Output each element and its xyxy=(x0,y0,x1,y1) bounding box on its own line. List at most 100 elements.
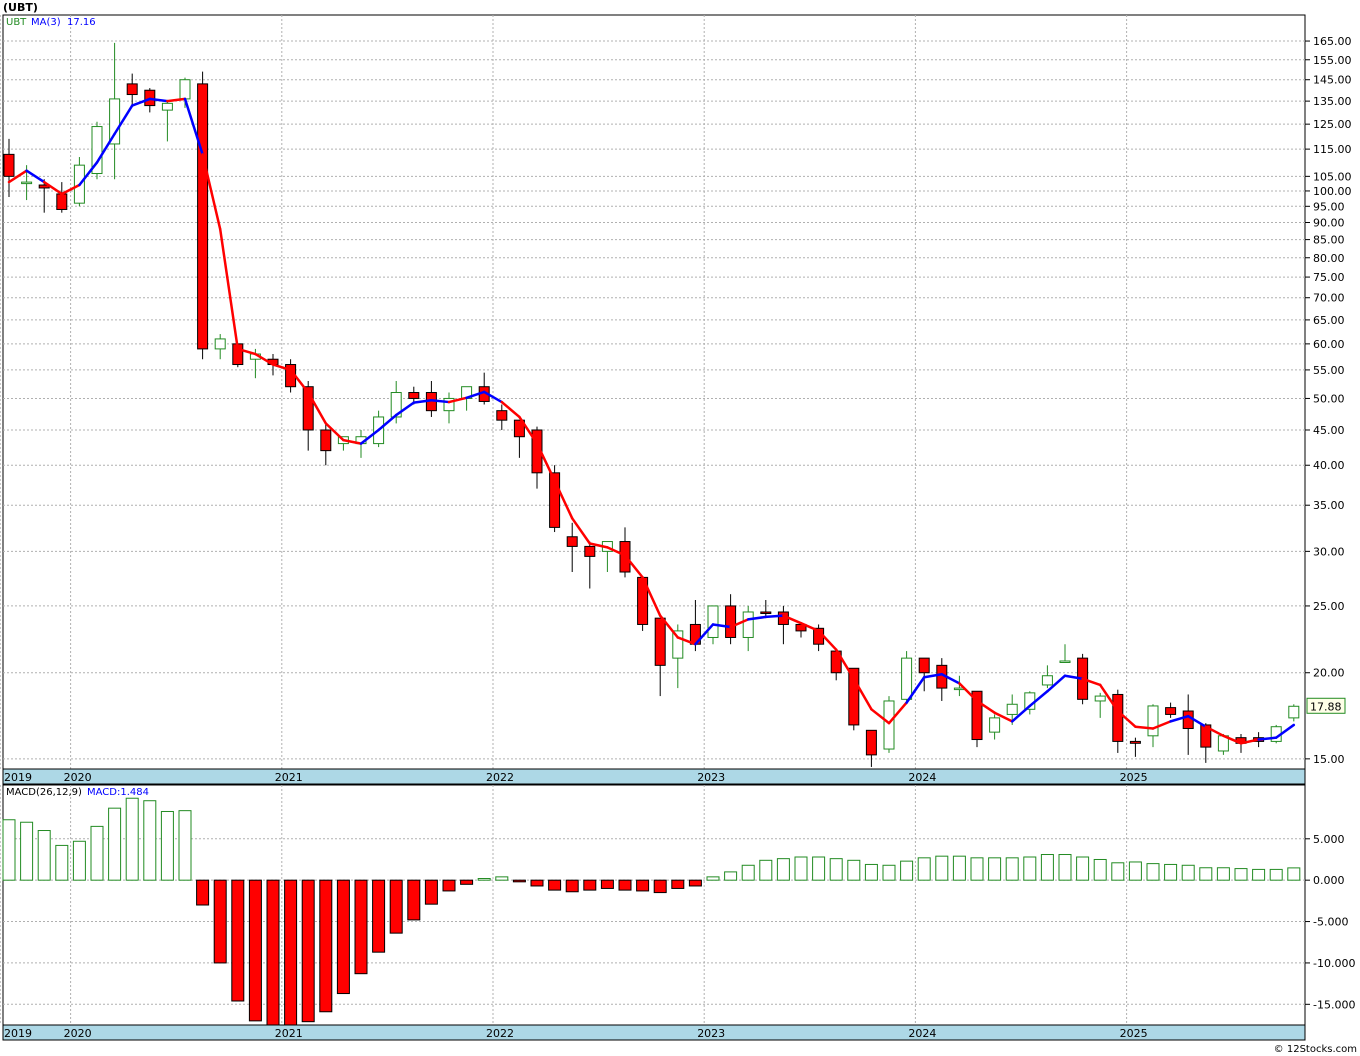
macd-bar-negative xyxy=(301,879,315,1023)
macd-y-axis: 5.000 0.000 -5.000 -10.000 -15.000 xyxy=(1305,833,1355,1011)
macd-bar-positive xyxy=(160,810,174,881)
candle-body-down xyxy=(408,392,420,399)
candle xyxy=(1129,737,1141,757)
candle-body-up xyxy=(1059,660,1071,663)
candle-body-down xyxy=(865,729,877,756)
moving-average-segment xyxy=(95,132,116,164)
candle xyxy=(1200,723,1212,763)
year-label: 2023 xyxy=(697,771,725,784)
price-plot-frame xyxy=(2,14,1306,770)
moving-average-segment xyxy=(430,398,451,404)
macd-bar-positive xyxy=(812,856,826,881)
macd-bar-negative xyxy=(530,879,544,887)
year-label: 2023 xyxy=(697,1027,725,1040)
candle-body-up xyxy=(91,126,103,175)
price-tick-label: 30.00 xyxy=(1313,545,1345,558)
candle xyxy=(320,423,332,466)
macd-bar-negative xyxy=(284,879,298,1026)
macd-tick-label: -5.000 xyxy=(1313,916,1348,929)
candle-body-up xyxy=(21,181,33,185)
candle-body-up xyxy=(742,611,754,638)
candle-body-down xyxy=(971,690,983,741)
moving-average-segment xyxy=(1239,738,1260,745)
macd-bar-negative xyxy=(565,879,579,893)
macd-bar-positive xyxy=(794,856,808,881)
chart-title: (UBT) xyxy=(3,1,38,14)
price-tick-label: 35.00 xyxy=(1313,499,1345,512)
candle-body-down xyxy=(496,410,508,421)
candle-body-up xyxy=(443,397,455,412)
candle-body-down xyxy=(513,419,525,438)
candle xyxy=(1112,689,1124,753)
year-label: 2024 xyxy=(908,771,936,784)
moving-average-segment xyxy=(394,401,416,417)
macd-bar-positive xyxy=(706,876,720,881)
macd-bar-negative xyxy=(389,879,403,934)
macd-bar-positive xyxy=(1023,856,1037,881)
macd-bar-positive xyxy=(988,857,1002,881)
price-y-axis: 165.00 155.00 145.00 135.00 125.00 115.00 105.… xyxy=(1305,35,1352,766)
macd-bar-positive xyxy=(900,860,914,881)
macd-bar-negative xyxy=(248,879,262,1022)
price-tick-label: 55.00 xyxy=(1313,364,1345,377)
moving-average-segment xyxy=(218,227,240,351)
date-labels-bottom: 2019 2020 2021 2022 2023 2024 2025 xyxy=(4,1027,1148,1040)
moving-average-segment xyxy=(1222,734,1243,745)
macd-bar-positive xyxy=(1199,867,1213,881)
macd-bar-negative xyxy=(407,879,421,921)
candle-body-down xyxy=(3,153,15,177)
candle xyxy=(1041,665,1053,689)
macd-bar-positive xyxy=(1146,863,1160,881)
macd-bar-positive xyxy=(759,859,773,881)
moving-average-segment xyxy=(1274,723,1296,739)
price-tick-label: 85.00 xyxy=(1313,234,1345,247)
moving-average-segment xyxy=(1081,677,1102,687)
moving-average-segment xyxy=(535,442,556,482)
macd-bar-positive xyxy=(917,857,931,881)
price-legend-ma-label: MA(3) xyxy=(31,17,61,28)
moving-average-segment xyxy=(1010,704,1032,723)
moving-average-segment xyxy=(60,183,81,196)
year-label: 2025 xyxy=(1120,771,1148,784)
moving-average-line xyxy=(7,97,1296,745)
moving-average-segment xyxy=(588,542,609,549)
candle-body-down xyxy=(56,193,68,210)
candle-body-up xyxy=(214,338,226,350)
candle-body-up xyxy=(1094,695,1106,702)
macd-bar-positive xyxy=(935,855,949,881)
moving-average-segment xyxy=(201,153,222,231)
moving-average-segment xyxy=(7,169,28,184)
candle xyxy=(725,594,737,645)
year-label: 2021 xyxy=(275,771,303,784)
macd-bar-positive xyxy=(178,810,192,881)
candle xyxy=(496,404,508,430)
moving-average-segment xyxy=(113,104,134,136)
macd-bar-positive xyxy=(1287,867,1301,881)
candle xyxy=(1147,704,1159,748)
macd-bar-positive xyxy=(1128,861,1142,881)
macd-bars xyxy=(2,797,1301,1026)
candle-body-down xyxy=(848,667,860,726)
candle xyxy=(672,624,684,689)
moving-average-segment xyxy=(306,391,328,425)
moving-average-segment xyxy=(1098,683,1120,713)
moving-average-segment xyxy=(570,517,592,545)
macd-bar-negative xyxy=(372,879,386,953)
moving-average-segment xyxy=(1169,714,1190,723)
moving-average-segment xyxy=(993,711,1014,723)
candle-body-up xyxy=(883,700,895,750)
candle-body-down xyxy=(918,657,930,674)
candle-body-up xyxy=(109,98,121,145)
macd-bar-negative xyxy=(354,879,368,975)
macd-bar-positive xyxy=(477,878,491,881)
candle xyxy=(584,541,596,589)
macd-bar-positive xyxy=(143,800,157,881)
candle xyxy=(109,42,121,180)
last-price-box xyxy=(1306,697,1346,714)
macd-bar-positive xyxy=(1164,863,1178,881)
price-tick-label: 50.00 xyxy=(1313,392,1345,405)
macd-bar-positive xyxy=(1076,856,1090,881)
macd-bar-positive xyxy=(20,821,34,881)
moving-average-segment xyxy=(852,677,873,711)
price-tick-label: 165.00 xyxy=(1313,35,1352,48)
